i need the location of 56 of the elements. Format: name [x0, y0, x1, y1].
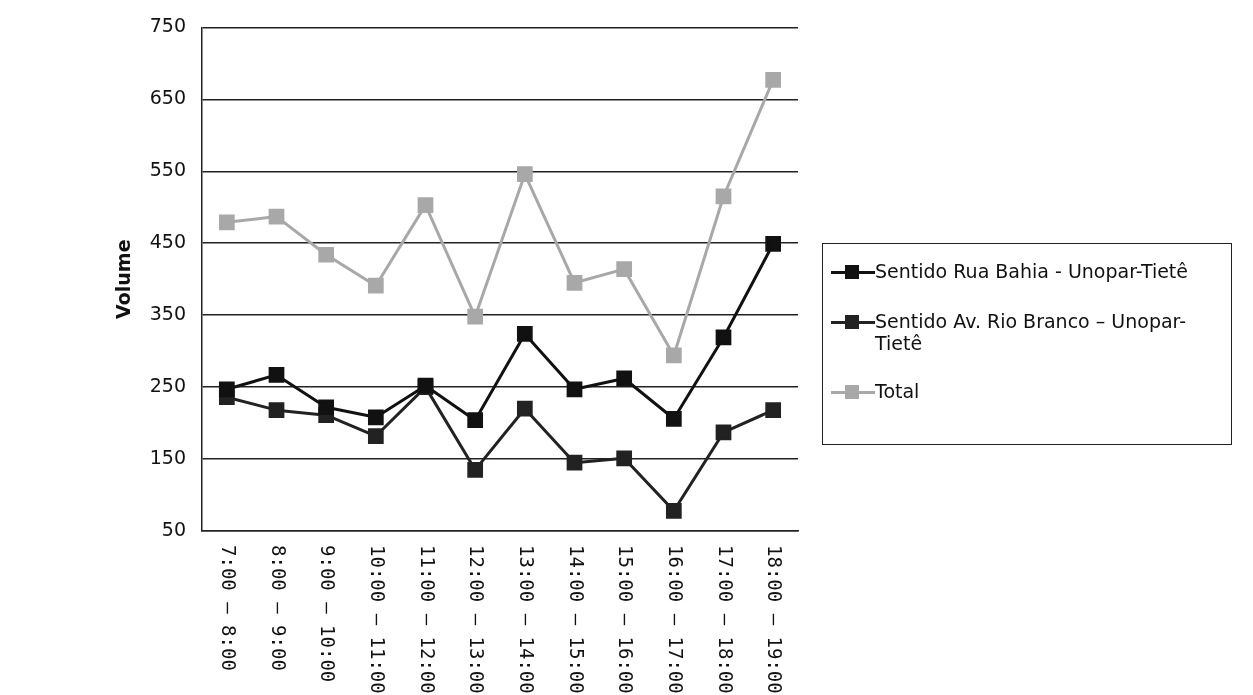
- y-tick-label: 350: [149, 302, 186, 325]
- point: [516, 400, 533, 417]
- point: [318, 246, 335, 263]
- x-tick-label: 14:00 – 15:00: [565, 545, 588, 694]
- point: [268, 367, 285, 383]
- x-tick-label: 8:00 – 9:00: [267, 545, 290, 671]
- point: [516, 326, 533, 342]
- point: [367, 428, 384, 444]
- x-tick-label: 15:00 – 16:00: [615, 545, 638, 694]
- point: [417, 197, 434, 213]
- point: [765, 402, 782, 418]
- point: [616, 261, 633, 277]
- point: [566, 381, 583, 398]
- point: [765, 236, 782, 252]
- x-tick-label: 17:00 – 18:00: [714, 545, 737, 694]
- legend-label: Total: [875, 380, 920, 402]
- point: [566, 274, 583, 291]
- point: [665, 502, 682, 519]
- point: [218, 214, 235, 231]
- x-tick-label: 12:00 – 13:00: [466, 545, 489, 694]
- point: [616, 370, 633, 387]
- x-tick-label: 16:00 – 17:00: [664, 545, 687, 694]
- point: [467, 412, 484, 429]
- legend-label: Sentido Rua Bahia - Unopar-Tietê: [875, 260, 1189, 282]
- point: [367, 277, 384, 294]
- x-tick-label: 9:00 – 10:00: [317, 545, 340, 683]
- point: [566, 454, 583, 471]
- point: [765, 72, 782, 88]
- point: [268, 402, 285, 418]
- x-tick-label: 11:00 – 12:00: [416, 545, 439, 694]
- point: [268, 208, 285, 225]
- x-tick-label: 18:00 – 19:00: [764, 545, 787, 694]
- point: [715, 188, 732, 205]
- x-tick-label: 10:00 – 11:00: [366, 545, 389, 694]
- y-tick-label: 250: [149, 374, 186, 397]
- point: [467, 461, 484, 478]
- y-tick-label: 650: [149, 86, 186, 109]
- point: [516, 166, 533, 183]
- y-tick-label: 450: [149, 230, 186, 253]
- y-tick-label: 550: [149, 158, 186, 181]
- point: [665, 347, 682, 364]
- point: [715, 424, 732, 441]
- x-tick-label: 7:00 – 8:00: [217, 545, 240, 671]
- point: [318, 399, 335, 416]
- y-axis-title: Volume: [112, 239, 135, 319]
- x-tick-label: 13:00 – 14:00: [515, 545, 538, 694]
- y-tick-label: 150: [149, 445, 186, 468]
- point: [715, 329, 732, 346]
- point: [665, 410, 682, 427]
- point: [467, 308, 484, 325]
- point: [616, 450, 633, 467]
- point: [367, 409, 384, 426]
- point: [218, 381, 235, 398]
- y-tick-label: 750: [149, 14, 186, 37]
- y-tick-label: 50: [161, 517, 186, 540]
- legend-label: Sentido Av. Rio Branco – Unopar-Tietê: [875, 310, 1188, 354]
